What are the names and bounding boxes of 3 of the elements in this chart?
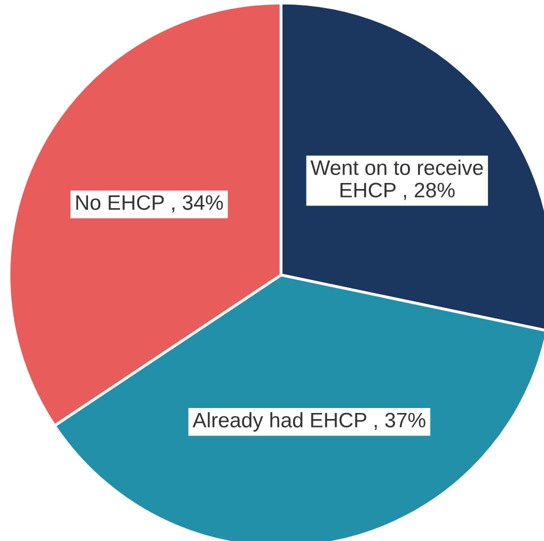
slice-label: Already had EHCP , 37% — [192, 412, 426, 432]
slice-label: No EHCP , 34% — [76, 195, 223, 212]
slice-label: Went on to receive EHCP , 28% — [310, 160, 483, 200]
